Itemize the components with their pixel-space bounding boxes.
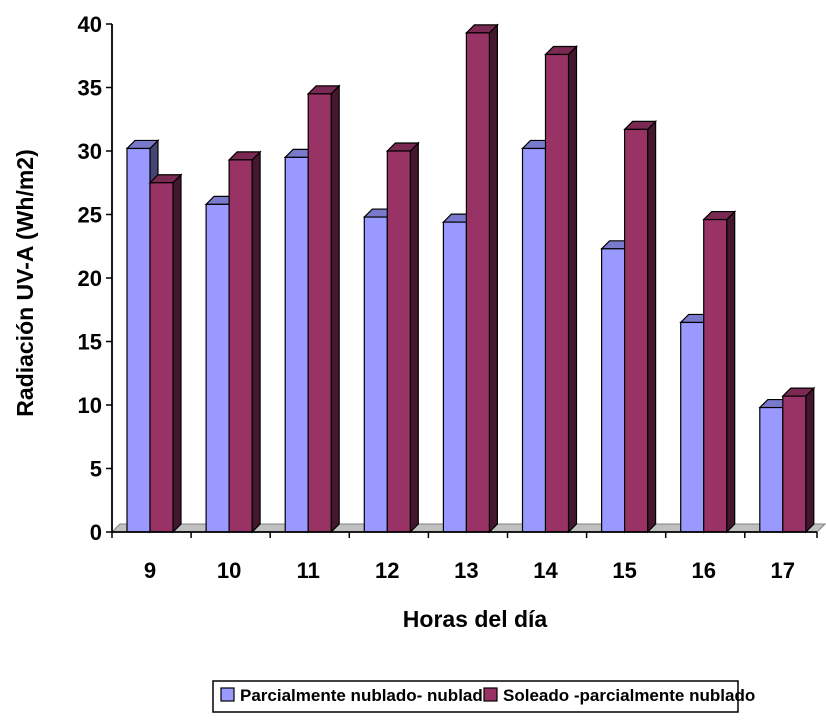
bar-front [680,321,705,533]
bar-side [567,45,578,534]
legend-label-series-1: Parcialmente nublado- nublado [240,686,493,705]
bar [781,386,816,534]
axes: 0 5 10 15 20 25 30 35 40 9 10 11 12 13 14 15 16 17 [78,12,818,583]
y-axis-title: Radiación UV-A (Wh/m2) [12,149,38,417]
bar-side [488,23,498,534]
bar-side [409,141,419,534]
bar-front [149,182,174,533]
bar-front [521,147,547,533]
bar-side [805,386,815,534]
bar-front [544,53,570,533]
x-tick-label: 10 [217,558,241,583]
x-tick-label: 13 [454,558,478,583]
x-tick-label: 15 [612,558,636,583]
x-tick-label: 12 [375,558,399,583]
x-tick-label: 11 [297,558,320,583]
bar-front [126,147,151,533]
bar [385,141,420,534]
bar-front [782,395,807,533]
bar-side [330,84,340,534]
y-tick-label: 35 [78,76,102,101]
legend-label-series-2: Soleado -parcialmente nublado [503,686,755,705]
bar [227,150,262,534]
legend-box [212,680,739,713]
bar [702,210,737,534]
x-tick-label: 14 [533,558,558,583]
bar-front [442,221,467,533]
bar-side [726,210,736,534]
bar-side [251,150,261,534]
y-tick-label: 25 [78,203,102,228]
x-tick-label: 17 [771,558,795,583]
y-tick-label: 20 [78,266,102,291]
x-tick-label: 16 [691,558,715,583]
bar [544,45,578,534]
bars [125,23,816,534]
legend: Parcialmente nublado- nublado Soleado -p… [212,680,755,713]
bar-side [646,119,657,534]
y-tick-label: 5 [90,457,102,482]
bar-side [172,173,182,534]
bar [306,84,341,534]
bar-front [465,32,490,533]
bar-front [205,203,230,533]
bar-front [307,93,332,533]
bar-front [600,248,626,533]
y-tick-label: 40 [78,12,102,37]
bar-front [759,406,784,533]
legend-swatch-series-2 [483,687,498,702]
y-tick-label: 30 [78,139,102,164]
x-tick-label: 9 [144,558,156,583]
bar [623,119,658,534]
bar-front [623,128,649,533]
x-axis-title: Horas del día [403,606,548,632]
y-tick-label: 0 [90,520,102,545]
bar-front [284,156,309,533]
y-tick-label: 15 [78,330,102,355]
legend-swatch-series-1 [220,687,235,702]
bar-front [363,216,388,533]
bar-front [703,218,728,533]
bar [148,173,183,534]
bar [464,23,499,534]
bar-front [228,159,253,533]
bar-front [386,150,411,533]
y-tick-label: 10 [78,393,102,418]
